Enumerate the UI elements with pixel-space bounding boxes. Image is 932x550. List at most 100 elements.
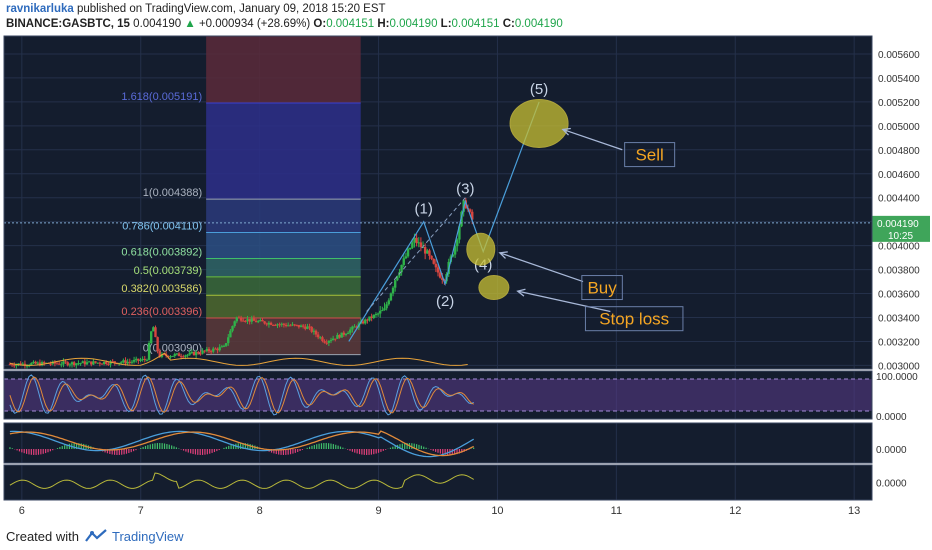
candle-body bbox=[436, 267, 440, 273]
bar-countdown: 10:25 bbox=[888, 231, 913, 242]
candle-body bbox=[190, 352, 194, 354]
candle-body bbox=[141, 358, 144, 361]
candle-body bbox=[145, 359, 149, 361]
candle-body bbox=[85, 362, 89, 365]
candle-body bbox=[400, 264, 403, 273]
candle-body bbox=[128, 361, 132, 363]
candle-body bbox=[214, 348, 217, 350]
candle-body bbox=[8, 364, 12, 366]
x-tick-label: 13 bbox=[848, 505, 860, 517]
candle-body bbox=[404, 256, 408, 259]
candle-body bbox=[53, 361, 57, 364]
candle-body bbox=[441, 277, 444, 280]
candle-body bbox=[132, 359, 136, 362]
fib-zone-band bbox=[206, 232, 361, 259]
candle-body bbox=[304, 326, 307, 329]
y-tick-label: 0.005000 bbox=[878, 122, 920, 133]
candle-body bbox=[137, 358, 140, 361]
fib-zone-band bbox=[206, 102, 361, 200]
candle-body bbox=[209, 351, 213, 353]
author-link[interactable]: ravnikarluka bbox=[6, 3, 74, 15]
low-value: 0.004151 bbox=[451, 18, 500, 30]
fib-level-label: 0.618(0.003892) bbox=[121, 247, 202, 259]
pane-border bbox=[3, 422, 873, 464]
pane-border bbox=[3, 464, 873, 501]
last-price: 0.004190 bbox=[133, 18, 182, 30]
annotation-box bbox=[624, 142, 676, 168]
sell-target-circle bbox=[509, 98, 569, 148]
fib-zone-band bbox=[206, 295, 361, 318]
candle-body bbox=[177, 353, 181, 357]
candle-body bbox=[94, 361, 97, 363]
candle-body bbox=[147, 342, 151, 360]
x-tick-label: 6 bbox=[19, 505, 25, 517]
candle-body bbox=[70, 362, 74, 365]
candle-body bbox=[64, 361, 67, 363]
candle-body bbox=[434, 263, 438, 268]
candle-body bbox=[182, 356, 185, 358]
low-label: L: bbox=[440, 18, 452, 30]
pane-border bbox=[3, 370, 873, 420]
candle-body bbox=[102, 361, 106, 365]
candle-body bbox=[379, 310, 382, 314]
candle-body bbox=[156, 337, 159, 352]
candle-body bbox=[336, 334, 339, 339]
annotation-box bbox=[584, 306, 684, 332]
candle-body bbox=[353, 326, 356, 328]
y-tick-label: 0.004600 bbox=[878, 170, 920, 181]
sell-arrow bbox=[562, 128, 623, 151]
wave-label: (2) bbox=[436, 293, 454, 310]
candle-body bbox=[242, 320, 245, 322]
candle-body bbox=[126, 361, 129, 364]
y-tick-label: 0.003600 bbox=[878, 290, 920, 301]
candle-body bbox=[368, 316, 371, 321]
candle-body bbox=[216, 348, 219, 351]
candle-body bbox=[139, 360, 142, 362]
y-tick-label: 0.003800 bbox=[878, 266, 920, 277]
candle-body bbox=[40, 362, 44, 366]
candle-body bbox=[90, 361, 93, 365]
candle-body bbox=[374, 314, 378, 316]
tradingview-brand[interactable]: TradingView bbox=[112, 529, 184, 544]
candle-body bbox=[30, 363, 33, 366]
publish-text: published on TradingView.com, January 09… bbox=[76, 3, 386, 15]
candle-body bbox=[316, 334, 320, 338]
candle-body bbox=[62, 361, 65, 365]
candle-body bbox=[376, 313, 380, 315]
symbol-label: BINANCE:GASBTC, 15 bbox=[6, 18, 130, 30]
fib-zone-band bbox=[206, 36, 361, 103]
candle-body bbox=[263, 321, 266, 324]
candle-body bbox=[160, 353, 164, 357]
candle-body bbox=[265, 323, 268, 325]
candle-body bbox=[227, 337, 230, 344]
elliott-wave-line bbox=[348, 101, 540, 342]
candle-body bbox=[222, 345, 226, 347]
candle-body bbox=[321, 337, 324, 342]
x-tick-label: 7 bbox=[138, 505, 144, 517]
buy-arrow bbox=[499, 252, 584, 283]
candle-body bbox=[451, 254, 455, 257]
candle-body bbox=[310, 327, 313, 332]
candle-body bbox=[150, 331, 153, 343]
close-label: C: bbox=[502, 18, 515, 30]
candle-body bbox=[10, 364, 14, 366]
candle-body bbox=[383, 308, 386, 311]
candle-body bbox=[458, 226, 461, 240]
candle-body bbox=[17, 363, 20, 365]
candle-body bbox=[120, 362, 123, 364]
candle-body bbox=[396, 275, 399, 281]
open-label: O: bbox=[313, 18, 327, 30]
candle-body bbox=[432, 258, 435, 264]
open-value: 0.004151 bbox=[326, 18, 375, 30]
candle-body bbox=[387, 300, 390, 305]
candle-body bbox=[66, 362, 69, 366]
candle-body bbox=[205, 348, 209, 351]
candle-body bbox=[261, 320, 264, 322]
candle-body bbox=[96, 362, 99, 364]
main-pane-background bbox=[4, 36, 872, 369]
candle-body bbox=[344, 333, 348, 335]
candle-body bbox=[274, 324, 277, 326]
chart-area[interactable]: 6 7 8 9 10 11 12 13 0.003000 0.003200 0.003400 0.00… bbox=[0, 34, 932, 522]
candle-body bbox=[471, 211, 474, 220]
oscillator-1-tick: 100.0000 bbox=[876, 372, 918, 383]
